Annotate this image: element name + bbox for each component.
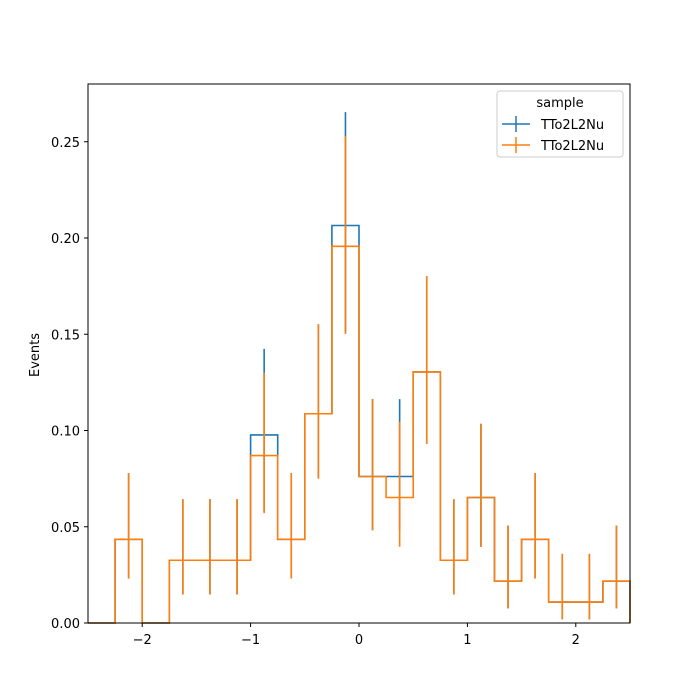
- legend-entry-1: TTo2L2Nu: [502, 116, 604, 133]
- y-tick-label: 0.00: [51, 617, 80, 632]
- legend-title: sample: [536, 96, 583, 111]
- legend-label-2: TTo2L2Nu: [540, 139, 604, 154]
- y-tick-label: 0.20: [51, 232, 80, 247]
- y-tick-label: 0.25: [51, 136, 80, 151]
- y-tick-label: 0.15: [51, 328, 80, 343]
- x-tick-label: 2: [572, 633, 580, 648]
- x-tick-label: −1: [241, 633, 260, 648]
- x-tick-label: 1: [463, 633, 471, 648]
- y-axis-label: Events: [28, 333, 43, 377]
- legend-box: [496, 90, 624, 158]
- legend-label-1: TTo2L2Nu: [540, 118, 604, 133]
- legend-entry-2: TTo2L2Nu: [502, 137, 604, 154]
- x-tick-label: −2: [133, 633, 152, 648]
- plot-area: [88, 112, 631, 624]
- legend: sample TTo2L2Nu TTo2L2Nu: [496, 90, 624, 158]
- y-tick-label: 0.05: [51, 521, 80, 536]
- y-tick-label: 0.10: [51, 425, 80, 440]
- axes: −2 −1 0 1 2 0.00 0.05 0.10 0.15 0.20 0.25: [51, 83, 631, 648]
- x-tick-label: 0: [355, 633, 363, 648]
